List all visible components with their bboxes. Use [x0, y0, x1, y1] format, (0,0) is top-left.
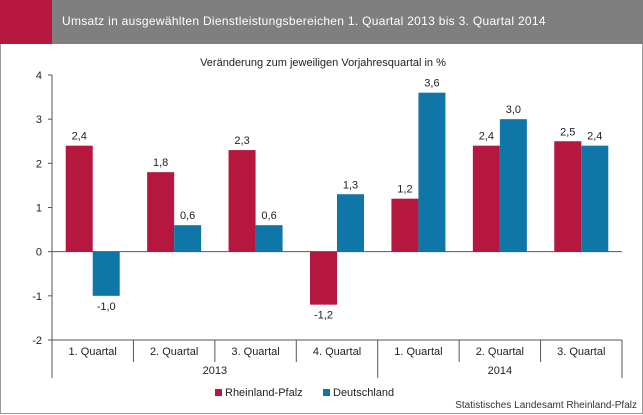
legend-swatch	[215, 389, 222, 396]
category-label: 2. Quartal	[150, 346, 198, 358]
year-label: 2014	[488, 365, 512, 377]
category-label: 1. Quartal	[394, 346, 442, 358]
y-tick-label: 1	[36, 203, 42, 215]
bar-de	[337, 194, 364, 252]
legend-label: Deutschland	[333, 387, 394, 399]
data-label: 3,0	[506, 104, 521, 116]
bar-de	[255, 225, 283, 252]
y-tick-label: 3	[36, 114, 42, 126]
bar-de	[581, 145, 609, 252]
header-bar	[0, 0, 643, 44]
category-label: 2. Quartal	[476, 346, 524, 358]
category-label: 3. Quartal	[557, 346, 605, 358]
data-label: 3,6	[424, 78, 439, 90]
bar-rlp	[472, 145, 500, 252]
header-accent	[0, 0, 52, 44]
bar-de	[174, 225, 202, 252]
y-tick-label: -2	[32, 335, 42, 347]
legend-swatch	[323, 389, 330, 396]
category-label: 1. Quartal	[69, 346, 117, 358]
data-label: 1,2	[397, 184, 412, 196]
data-label: 0,6	[261, 210, 276, 222]
year-label: 2013	[203, 365, 227, 377]
data-label: 2,4	[72, 131, 87, 143]
bar-de	[499, 119, 527, 252]
y-tick-label: -1	[32, 291, 42, 303]
bar-rlp	[228, 150, 256, 252]
bar-rlp	[391, 198, 419, 252]
bar-rlp	[147, 172, 175, 252]
data-label: -1,0	[97, 301, 116, 313]
data-label: 1,8	[153, 157, 168, 169]
data-label: 2,3	[234, 135, 249, 147]
bar-de	[92, 251, 120, 296]
bar-rlp	[310, 251, 337, 305]
chart-title: Veränderung zum jeweiligen Vorjahresquar…	[200, 57, 446, 69]
source-note: Statistisches Landesamt Rheinland-Pfalz	[455, 400, 637, 411]
legend-label: Rheinland-Pfalz	[225, 387, 303, 399]
bar-de	[418, 92, 446, 252]
y-tick-label: 2	[36, 158, 42, 170]
data-label: 2,4	[587, 131, 602, 143]
data-label: 2,4	[479, 131, 494, 143]
bar-rlp	[65, 145, 93, 252]
y-tick-label: 0	[36, 247, 42, 259]
data-label: 0,6	[180, 210, 195, 222]
category-label: 3. Quartal	[231, 346, 279, 358]
data-label: 1,3	[343, 179, 358, 191]
category-label: 4. Quartal	[313, 346, 361, 358]
y-tick-label: 4	[36, 70, 42, 82]
data-label: 2,5	[560, 126, 575, 138]
data-label: -1,2	[314, 310, 333, 322]
chart-header-title: Umsatz in ausgewählten Dienstleistungsbe…	[62, 14, 546, 28]
bar-rlp	[554, 141, 582, 252]
